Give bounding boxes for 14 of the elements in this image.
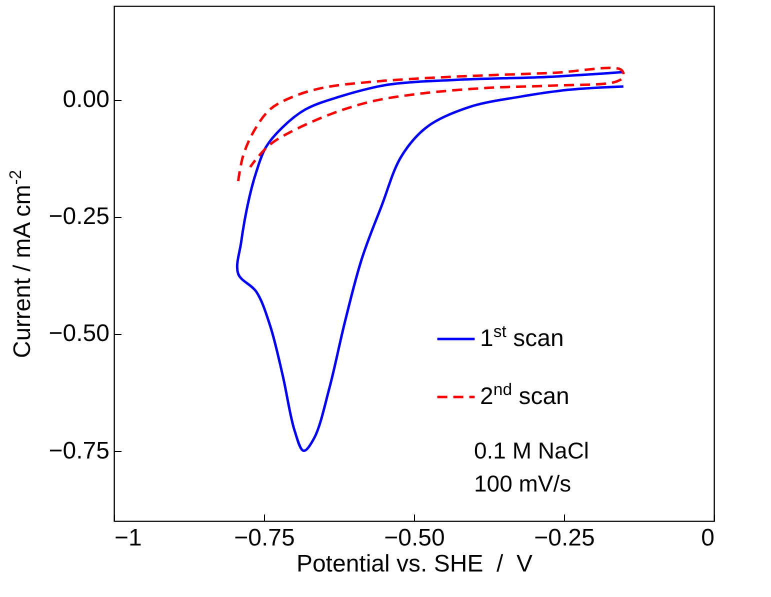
- y-tick-label: −0.50: [48, 320, 110, 348]
- x-tick-label: 0: [701, 524, 714, 552]
- y-tick-label: −0.75: [48, 437, 110, 464]
- annotation: 100 mV/s: [474, 470, 572, 496]
- x-tick-label: −1: [114, 524, 142, 552]
- y-tick-label: −0.25: [48, 203, 110, 230]
- x-tick-label: −0.50: [384, 524, 445, 552]
- legend-label: 1$^{st}$ scan: [480, 322, 564, 352]
- x-tick-label: −0.75: [234, 524, 295, 552]
- annotation: 0.1 M NaCl: [474, 437, 590, 464]
- x-tick-label: −0.25: [534, 524, 595, 552]
- legend-label: 2$^{nd}$ scan: [480, 380, 570, 410]
- x-axis-title: Potential vs. SHE / V: [296, 550, 533, 578]
- y-tick-label: 0.00: [62, 86, 110, 114]
